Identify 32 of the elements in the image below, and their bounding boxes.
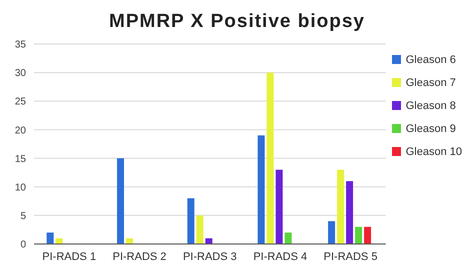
bar — [187, 198, 194, 244]
legend-label: Gleason 8 — [406, 100, 456, 112]
chart-title: MPMRP X Positive biopsy — [108, 10, 366, 34]
y-tick-label: 15 — [14, 154, 26, 165]
y-tick-label: 10 — [14, 182, 26, 194]
bar — [346, 181, 354, 244]
x-tick-label: PI-RADS 2 — [112, 250, 166, 263]
x-tick-label: PI-RADS 4 — [253, 250, 308, 263]
y-tick-label: 30 — [14, 68, 26, 80]
bar — [266, 72, 274, 244]
x-tick-label: PI-RADS 5 — [324, 250, 378, 263]
bar — [284, 232, 292, 244]
x-tick-label: PI-RADS 3 — [182, 250, 237, 263]
bar — [276, 170, 283, 244]
legend-label: Gleason 7 — [406, 76, 456, 88]
legend-label: Gleason 10 — [406, 146, 462, 158]
legend-label: Gleason 6 — [406, 54, 456, 66]
y-tick-label: 5 — [20, 210, 26, 222]
legend-label: Gleason 9 — [406, 122, 456, 134]
bar — [355, 226, 362, 244]
bar — [328, 221, 336, 244]
y-tick-label: 35 — [14, 40, 26, 51]
bar — [196, 215, 204, 244]
bar — [46, 232, 54, 244]
x-tick-label: PI-RADS 1 — [42, 250, 96, 263]
bar — [258, 135, 265, 244]
y-tick-label: 25 — [14, 96, 26, 108]
bar — [117, 158, 124, 244]
y-tick-label: 20 — [14, 125, 26, 136]
bar — [337, 170, 344, 244]
y-tick-label: 0 — [20, 240, 26, 251]
bar — [364, 226, 372, 244]
